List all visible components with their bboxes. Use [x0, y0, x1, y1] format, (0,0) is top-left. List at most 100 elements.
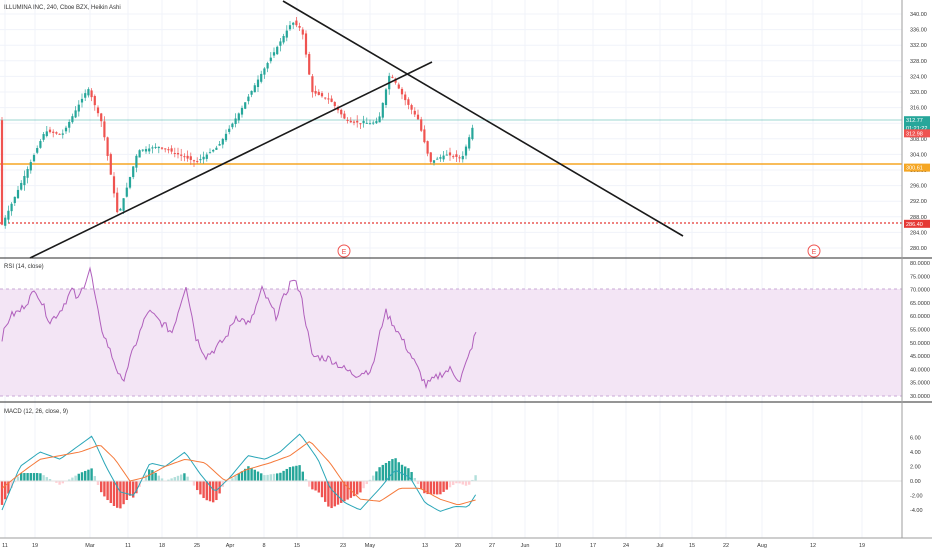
candle-body: [244, 102, 247, 109]
time-axis[interactable]: 11 19 Mar 11 18 25 Apr 8 15 23 May 13 20 27 Jun 10 17 24 J…: [2, 543, 865, 549]
macd-bar: [58, 481, 61, 485]
macd-tick-label: 4.00: [910, 450, 921, 456]
candle-body: [461, 155, 464, 160]
price-tick-label: 328.00: [910, 59, 927, 65]
macd-bar: [112, 481, 116, 506]
macd-bar: [173, 477, 176, 481]
rsi-axis[interactable]: 80.0000 75.0000 70.0000 65.0000 60.0000 55.00…: [910, 261, 930, 400]
candle-body: [93, 96, 96, 106]
macd-bar: [244, 468, 247, 481]
price-tick-label: 284.00: [910, 230, 927, 236]
time-tick-label: 27: [489, 543, 495, 549]
candle-body: [144, 149, 148, 152]
macd-bar: [304, 479, 308, 481]
rsi-tick-label: 45.0000: [910, 354, 930, 360]
candle-body: [167, 149, 170, 151]
price-tick-label: 308.00: [910, 137, 927, 143]
candle-body: [356, 120, 359, 123]
chart-title: ILLUMINA INC, 240, Cboe BZX, Heikin Ashi: [4, 5, 121, 11]
time-tick-label: 18: [159, 543, 165, 549]
candle-body: [32, 155, 36, 162]
macd-bar: [240, 471, 244, 481]
price-badge: [904, 116, 930, 125]
macd-bar: [84, 470, 87, 481]
rsi-tick-label: 65.0000: [910, 301, 930, 307]
macd-bar: [330, 481, 333, 509]
macd-bar: [176, 475, 180, 481]
macd-bar: [55, 481, 58, 483]
macd-bar: [26, 473, 29, 481]
macd-bar: [186, 476, 189, 481]
macd-bar: [45, 477, 48, 481]
macd-bar: [327, 481, 330, 507]
macd-bar: [199, 481, 202, 495]
candle-body: [420, 119, 423, 131]
macd-bar: [160, 478, 164, 481]
candle-body: [304, 33, 308, 55]
candle-body: [439, 157, 442, 159]
candle-body: [58, 133, 61, 135]
macd-bar: [116, 481, 119, 508]
rsi-tick-label: 75.0000: [910, 274, 930, 280]
candle-body: [256, 79, 260, 88]
macd-bar: [298, 465, 301, 481]
macd-bar: [295, 465, 298, 481]
earnings-marker[interactable]: E: [337, 244, 351, 258]
time-tick-label: Aug: [757, 543, 767, 549]
candle-body: [221, 138, 224, 145]
signal-line: [1, 441, 476, 506]
candle-body: [240, 107, 244, 115]
falling-trendline[interactable]: [282, 0, 684, 237]
macd-bar: [445, 481, 448, 490]
candle-body: [452, 156, 455, 158]
candle-body: [391, 76, 394, 78]
macd-bar: [279, 472, 282, 481]
macd-bar: [192, 481, 196, 486]
macd-bar: [77, 473, 80, 481]
candle-body: [128, 177, 132, 188]
candle-body: [320, 93, 324, 97]
candle-body: [468, 137, 471, 149]
candle-body: [324, 97, 327, 99]
candle-body: [42, 134, 45, 140]
candle-body: [253, 85, 256, 93]
price-badge-label: 286.40: [906, 222, 923, 228]
candle-body: [173, 153, 176, 155]
candle-body: [295, 20, 298, 26]
macd-bar: [381, 464, 384, 481]
macd-axis[interactable]: 6.00 4.00 2.00 0.00 -2.00 -4.00: [910, 436, 923, 515]
candle-body: [333, 102, 336, 107]
rsi-tick-label: 30.0000: [910, 394, 930, 400]
candle-body: [266, 63, 269, 69]
candle-body: [77, 104, 80, 112]
candle-body: [413, 110, 416, 115]
macd-bar: [135, 481, 138, 494]
time-tick-label: Apr: [226, 543, 235, 549]
candle-body: [74, 110, 77, 118]
macd-bar: [61, 481, 64, 484]
candle-body: [292, 22, 295, 25]
macd-bar: [455, 481, 458, 484]
macd-bar: [157, 475, 160, 481]
macd-bar: [317, 481, 320, 493]
candle-body: [237, 113, 240, 121]
grid-lines: [0, 0, 902, 538]
candle-body: [112, 176, 116, 194]
time-tick-label: Mar: [85, 543, 95, 549]
candle-body: [426, 141, 429, 154]
macd-bar: [0, 481, 4, 505]
price-badge-label: 312.98: [906, 131, 923, 137]
candle-body: [276, 46, 279, 55]
time-tick-label: 22: [723, 543, 729, 549]
macd-bar: [432, 481, 436, 495]
macd-bar: [42, 475, 45, 481]
earnings-marker[interactable]: E: [807, 244, 821, 258]
macd-bar: [362, 481, 365, 489]
macd-tick-label: 0.00: [910, 479, 921, 485]
price-tick-label: 324.00: [910, 74, 927, 80]
candle-body: [189, 156, 192, 160]
rising-trendline[interactable]: [29, 61, 433, 259]
